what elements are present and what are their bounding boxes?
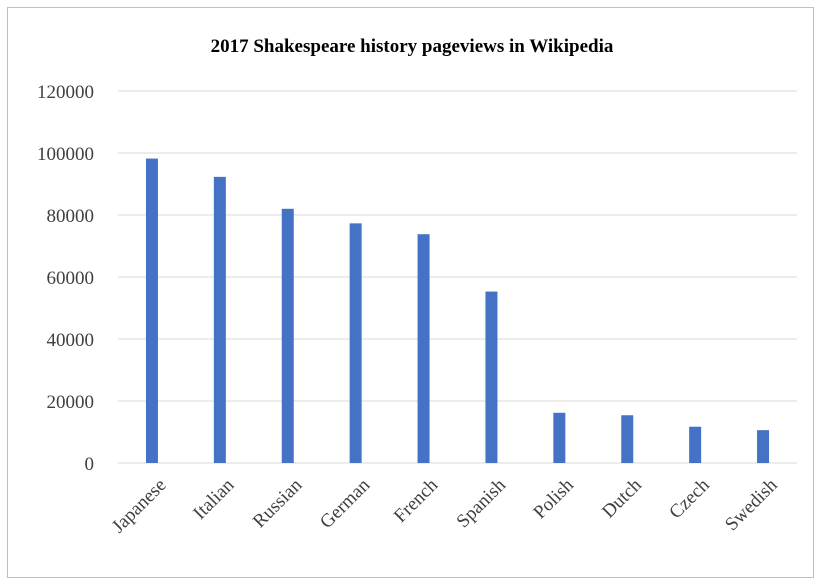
bar-swedish — [757, 430, 770, 463]
y-axis-ticks: 0 20000 40000 60000 80000 100000 120000 — [37, 82, 94, 475]
x-category-label: Swedish — [721, 474, 782, 535]
bar-czech — [689, 426, 702, 463]
bar-german — [349, 223, 362, 463]
x-axis-categories: Japanese Italian Russian German French Spanis… — [108, 474, 782, 537]
y-tick-label: 100000 — [37, 144, 94, 165]
bar-italian — [213, 176, 226, 463]
gridlines — [118, 90, 797, 464]
x-category-label: Spanish — [453, 474, 511, 532]
chart-frame: 2017 Shakespeare history pageviews in Wi… — [7, 7, 814, 578]
bar-polish — [553, 412, 566, 463]
x-category-label: Dutch — [598, 474, 646, 522]
y-tick-label: 40000 — [47, 330, 95, 351]
bar-french — [417, 234, 430, 463]
y-tick-label: 20000 — [47, 392, 95, 413]
bar-chart: 2017 Shakespeare history pageviews in Wi… — [37, 36, 797, 537]
x-category-label: German — [316, 474, 374, 532]
bar-dutch — [621, 415, 634, 463]
bar-japanese — [145, 158, 158, 463]
bar-spanish — [485, 291, 498, 463]
y-tick-label: 0 — [85, 454, 95, 475]
y-tick-label: 80000 — [47, 206, 95, 227]
x-category-label: Czech — [665, 474, 714, 523]
x-category-label: Japanese — [108, 475, 171, 538]
x-category-label: Polish — [529, 474, 578, 523]
bars — [145, 158, 770, 463]
y-tick-label: 120000 — [37, 82, 94, 103]
chart-title: 2017 Shakespeare history pageviews in Wi… — [211, 36, 614, 57]
bar-russian — [281, 208, 294, 463]
y-tick-label: 60000 — [47, 268, 95, 289]
x-category-label: French — [390, 474, 443, 527]
x-category-label: Russian — [249, 474, 307, 532]
x-category-label: Italian — [189, 474, 239, 524]
